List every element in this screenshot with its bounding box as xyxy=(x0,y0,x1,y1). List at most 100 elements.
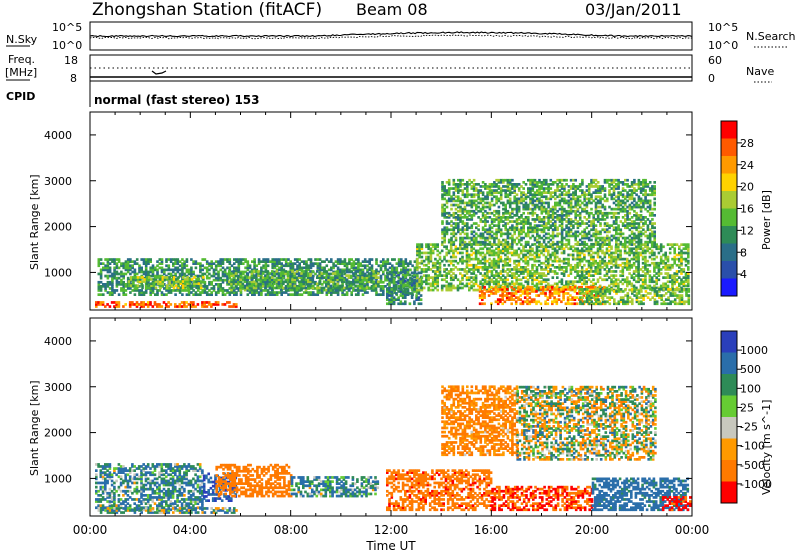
heatmap-cell xyxy=(332,272,335,275)
heatmap-cell xyxy=(421,276,424,279)
heatmap-cell xyxy=(680,278,683,281)
heatmap-cell xyxy=(545,191,548,194)
heatmap-cell xyxy=(475,200,478,203)
heatmap-cell xyxy=(502,185,505,188)
heatmap-cell xyxy=(570,193,573,196)
heatmap-cell xyxy=(565,200,568,203)
heatmap-cell xyxy=(529,222,532,225)
heatmap-cell xyxy=(518,187,521,190)
heatmap-cell xyxy=(371,264,374,267)
heatmap-cell xyxy=(305,287,308,290)
heatmap-cell xyxy=(568,239,571,242)
heatmap-cell xyxy=(448,228,451,231)
heatmap-cell xyxy=(509,268,512,271)
heatmap-cell xyxy=(507,193,510,196)
heatmap-cell xyxy=(511,216,514,219)
heatmap-cell xyxy=(615,245,618,248)
heatmap-cell xyxy=(486,243,489,246)
heatmap-cell xyxy=(471,224,474,227)
heatmap-cell xyxy=(520,283,523,286)
heatmap-cell xyxy=(131,301,134,304)
heatmap-cell xyxy=(567,280,570,283)
heatmap-cell xyxy=(441,220,444,223)
heatmap-cell xyxy=(183,273,186,276)
heatmap-cell xyxy=(626,258,629,261)
heatmap-cell xyxy=(118,301,121,304)
heatmap-cell xyxy=(522,181,525,184)
freq-label: Freq. xyxy=(8,53,35,66)
heatmap-cell xyxy=(527,256,530,259)
heatmap-cell xyxy=(375,285,378,288)
heatmap-cell xyxy=(547,202,550,205)
heatmap-cell xyxy=(191,278,194,281)
heatmap-cell xyxy=(273,287,276,290)
heatmap-cell xyxy=(471,210,474,213)
heatmap-cell xyxy=(513,195,516,198)
heatmap-cell xyxy=(540,262,543,265)
heatmap-cell xyxy=(622,262,625,265)
heatmap-cell xyxy=(513,226,516,229)
heatmap-cell xyxy=(574,258,577,261)
heatmap-cell xyxy=(391,288,394,291)
heatmap-cell xyxy=(493,258,496,261)
heatmap-cell xyxy=(585,260,588,263)
heatmap-cell xyxy=(601,250,604,253)
heatmap-cell xyxy=(246,272,249,275)
heatmap-cell xyxy=(493,250,496,253)
heatmap-cell xyxy=(179,260,182,263)
heatmap-cell xyxy=(233,303,236,306)
heatmap-cell xyxy=(283,258,286,261)
heatmap-cell xyxy=(579,270,582,273)
heatmap-cell xyxy=(653,245,656,248)
heatmap-cell xyxy=(475,222,478,225)
heatmap-cell xyxy=(199,262,202,265)
heatmap-cell xyxy=(411,272,414,275)
heatmap-cell xyxy=(524,254,527,257)
heatmap-cell xyxy=(208,281,211,284)
heatmap-cell xyxy=(543,272,546,275)
heatmap-cell xyxy=(298,280,301,283)
heatmap-cell xyxy=(109,305,112,308)
heatmap-cell xyxy=(511,252,514,255)
heatmap-cell xyxy=(420,294,423,297)
heatmap-cell xyxy=(448,212,451,215)
heatmap-cell xyxy=(372,280,375,283)
heatmap-cell xyxy=(541,228,544,231)
heatmap-cell xyxy=(120,279,123,282)
heatmap-cell xyxy=(380,260,383,263)
heatmap-cell xyxy=(459,237,462,240)
heatmap-cell xyxy=(495,210,498,213)
heatmap-cell xyxy=(177,267,180,270)
heatmap-cell xyxy=(583,264,586,267)
heatmap-cell xyxy=(658,278,661,281)
heatmap-cell xyxy=(154,301,157,304)
heatmap-cell xyxy=(550,235,553,238)
heatmap-cell xyxy=(404,288,407,291)
heatmap-cell xyxy=(475,187,478,190)
heatmap-cell xyxy=(660,243,663,246)
heatmap-cell xyxy=(439,256,442,259)
heatmap-cell xyxy=(491,183,494,186)
heatmap-cell xyxy=(278,287,281,290)
heatmap-cell xyxy=(574,280,577,283)
heatmap-cell xyxy=(513,214,516,217)
heatmap-cell xyxy=(482,198,485,201)
heatmap-cell xyxy=(418,266,421,269)
heatmap-cell xyxy=(208,273,211,276)
heatmap-cell xyxy=(495,216,498,219)
heatmap-cell xyxy=(317,262,320,265)
heatmap-cell xyxy=(649,285,652,288)
heatmap-cell xyxy=(393,258,396,261)
heatmap-cell xyxy=(475,193,478,196)
heatmap-cell xyxy=(219,283,222,286)
heatmap-cell xyxy=(249,264,252,267)
heatmap-cell xyxy=(633,285,636,288)
heatmap-cell xyxy=(570,218,573,221)
heatmap-cell xyxy=(649,256,652,259)
heatmap-cell xyxy=(631,283,634,286)
heatmap-cell xyxy=(348,280,351,283)
heatmap-cell xyxy=(230,272,233,275)
heatmap-cell xyxy=(667,285,670,288)
heatmap-cell xyxy=(495,278,498,281)
heatmap-cell xyxy=(567,258,570,261)
